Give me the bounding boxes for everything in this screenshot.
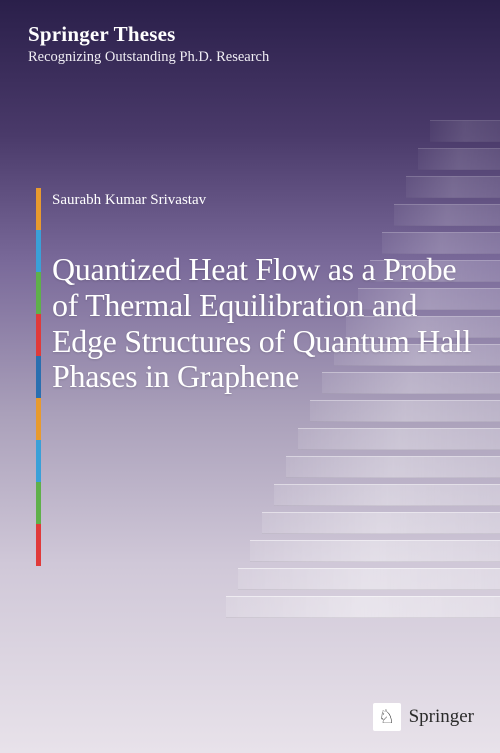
stair-step bbox=[262, 512, 500, 534]
stair-step bbox=[238, 568, 500, 590]
series-title: Springer Theses bbox=[28, 22, 269, 47]
stair-step bbox=[226, 596, 500, 618]
stair-step bbox=[310, 400, 500, 422]
title-block: Quantized Heat Flow as a Probe of Therma… bbox=[52, 252, 480, 395]
stair-step bbox=[430, 120, 500, 142]
series-tagline: Recognizing Outstanding Ph.D. Research bbox=[28, 49, 269, 66]
book-cover: Springer Theses Recognizing Outstanding … bbox=[0, 0, 500, 753]
color-bar-segment bbox=[36, 482, 41, 524]
color-bar-segment bbox=[36, 524, 41, 566]
accent-color-bar bbox=[36, 188, 41, 566]
staircase-graphic bbox=[240, 120, 500, 700]
stair-step bbox=[418, 148, 500, 170]
stair-step bbox=[286, 456, 500, 478]
stair-step bbox=[298, 428, 500, 450]
series-header: Springer Theses Recognizing Outstanding … bbox=[28, 22, 269, 66]
color-bar-segment bbox=[36, 272, 41, 314]
stair-step bbox=[406, 176, 500, 198]
publisher-name: Springer bbox=[409, 706, 474, 728]
stair-step bbox=[274, 484, 500, 506]
color-bar-segment bbox=[36, 188, 41, 230]
springer-horse-icon: ♘ bbox=[373, 703, 401, 731]
author-name: Saurabh Kumar Srivastav bbox=[52, 192, 206, 209]
color-bar-segment bbox=[36, 314, 41, 356]
color-bar-segment bbox=[36, 356, 41, 398]
book-title: Quantized Heat Flow as a Probe of Therma… bbox=[52, 252, 480, 395]
color-bar-segment bbox=[36, 230, 41, 272]
stair-step bbox=[394, 204, 500, 226]
color-bar-segment bbox=[36, 398, 41, 440]
stair-step bbox=[250, 540, 500, 562]
color-bar-segment bbox=[36, 440, 41, 482]
publisher-block: ♘ Springer bbox=[373, 703, 474, 731]
